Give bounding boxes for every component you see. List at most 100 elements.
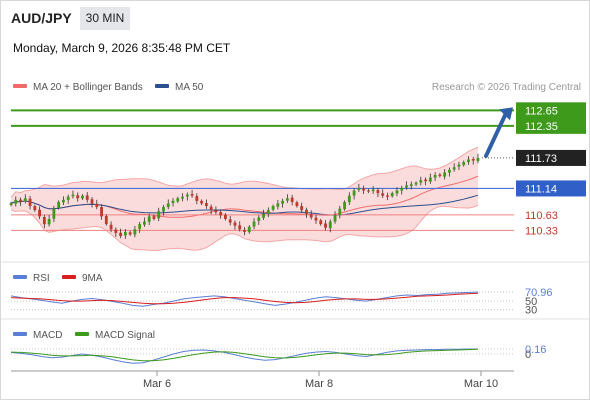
candle [57, 200, 61, 210]
candle [395, 187, 399, 197]
candle-body [114, 229, 118, 233]
pivot-tag-label: 111.14 [525, 183, 557, 195]
candle-body [128, 232, 132, 235]
candle [257, 215, 261, 225]
candle [319, 218, 323, 226]
candle [9, 201, 13, 207]
candle [290, 194, 294, 206]
candle [181, 193, 184, 202]
timeframe-badge[interactable]: 30 MIN [80, 7, 130, 30]
candle [152, 214, 156, 221]
candle [324, 220, 327, 231]
candle [366, 188, 370, 194]
candle-body [476, 157, 480, 162]
candle-body [357, 187, 361, 190]
candle-body [33, 206, 37, 211]
candle [467, 156, 470, 165]
candle-body [305, 209, 308, 214]
candle-body [176, 198, 180, 202]
candle [443, 169, 447, 180]
candle [424, 177, 427, 186]
candle-body [47, 218, 51, 225]
candle [285, 194, 289, 203]
pivot-tag [516, 180, 586, 197]
symbol-title: AUD/JPY [11, 10, 72, 26]
candle-body [328, 221, 332, 229]
candle-body [419, 180, 423, 183]
candle [228, 215, 232, 226]
candle [114, 227, 118, 237]
legend-swatch-macd [13, 332, 27, 336]
candle [147, 213, 151, 226]
candle [200, 199, 204, 205]
resistance-tag-label: 112.65 [525, 105, 558, 117]
candle [405, 181, 408, 190]
candle [333, 211, 337, 224]
candle [309, 210, 313, 220]
indicator-tick-label: 70.96 [525, 287, 553, 299]
candle [162, 204, 165, 216]
candle-body [171, 200, 175, 204]
candle-body [285, 198, 289, 201]
x-axis: Mar 6 Mar 8 Mar 10 [143, 371, 498, 390]
candle-body [204, 203, 208, 207]
candle [433, 172, 437, 181]
candle-body [343, 201, 346, 210]
indicator-tick-label: 0.16 [525, 344, 546, 356]
candle-body [400, 187, 404, 191]
candle [100, 204, 103, 220]
candle [42, 214, 46, 229]
candle [76, 192, 80, 202]
candle [185, 192, 189, 201]
candle [338, 205, 342, 219]
candle [38, 206, 42, 220]
candle [62, 196, 65, 206]
candle [276, 200, 280, 210]
x-axis-tick-label: Mar 10 [464, 378, 498, 390]
candle [52, 205, 56, 223]
candle-body [57, 201, 61, 208]
candle-body [71, 194, 75, 197]
candle-body [252, 221, 256, 227]
candle [457, 161, 461, 171]
candle-body [443, 172, 447, 177]
candle [447, 167, 451, 177]
candle [305, 207, 308, 218]
candle-body [228, 219, 232, 223]
candle-body [76, 195, 80, 199]
candle [419, 176, 423, 186]
candle [123, 229, 127, 239]
candle [90, 197, 94, 208]
candle-body [123, 231, 127, 236]
candle [166, 199, 170, 210]
forecast-arrow-shaft [484, 113, 507, 158]
resistance-tag [516, 102, 586, 119]
candle [295, 200, 299, 208]
candle [300, 202, 304, 213]
support-label: 110.63 [525, 210, 558, 222]
indicator-series-line [10, 292, 479, 305]
candle [119, 228, 123, 239]
candle-body [9, 203, 13, 205]
candle [143, 217, 146, 227]
candle-body [395, 190, 399, 194]
candle [376, 187, 380, 198]
candle [238, 221, 242, 232]
candle-body [166, 203, 170, 208]
candle-body [467, 159, 470, 163]
candle [195, 193, 199, 205]
candle-body [81, 195, 84, 199]
candle-body [133, 229, 137, 235]
candle-body [462, 162, 466, 166]
candle-body [247, 226, 251, 233]
candle [23, 194, 27, 204]
datetime-label: Monday, March 9, 2026 8:35:48 PM CET [13, 41, 231, 55]
price-plot: 112.65 112.35 111.73 111.14 110.63 110.33 [9, 102, 586, 252]
candle [266, 207, 270, 218]
indicator-series-line [10, 348, 479, 362]
candle [262, 209, 265, 220]
legend-swatch-macd-signal [75, 332, 89, 336]
candle [133, 225, 137, 238]
candle-body [214, 210, 218, 213]
candle-body [95, 203, 99, 208]
